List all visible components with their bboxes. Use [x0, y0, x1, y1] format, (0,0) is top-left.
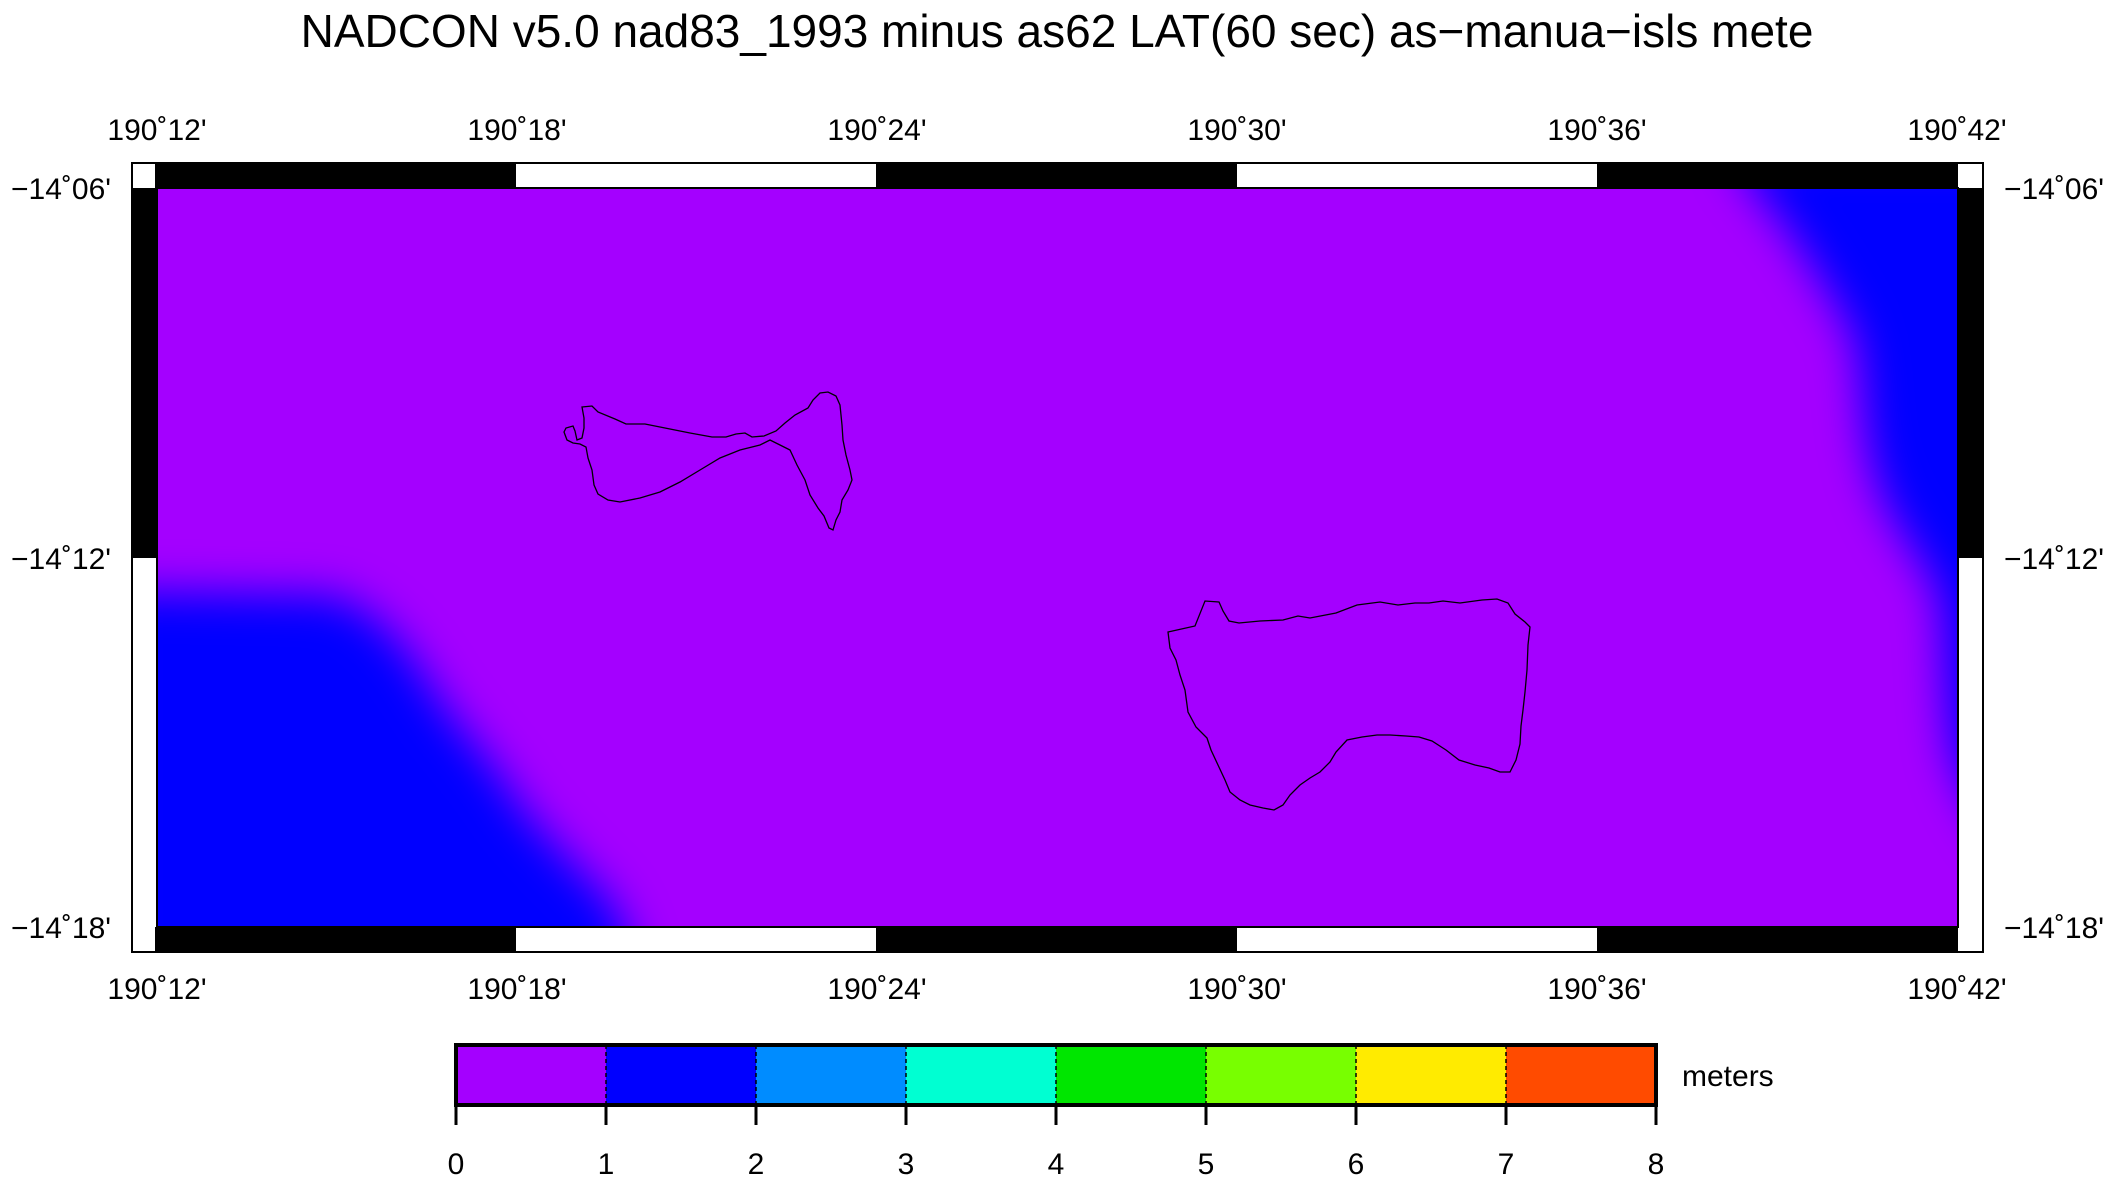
lat-label-right: −14˚06' — [2004, 173, 2104, 206]
lon-label-bottom: 190˚30' — [1187, 973, 1286, 1006]
latitude-labels-left: −14˚06' −14˚12' −14˚18' — [11, 173, 111, 945]
map-frame — [131, 162, 1984, 953]
longitude-labels-top: 190˚12' 190˚18' 190˚24' 190˚30' 190˚36' … — [107, 114, 2006, 147]
lon-label-bottom: 190˚24' — [827, 973, 926, 1006]
lon-label-bottom: 190˚42' — [1907, 973, 2006, 1006]
colorbar: 0 1 2 3 4 5 6 7 8 meters — [448, 1043, 1774, 1177]
colorbar-bin — [1506, 1045, 1656, 1105]
lon-label-top: 190˚24' — [827, 114, 926, 147]
colorbar-bin — [1356, 1045, 1506, 1105]
map-title: NADCON v5.0 nad83_1993 minus as62 LAT(60… — [301, 5, 1814, 57]
lon-label-top: 190˚36' — [1547, 114, 1646, 147]
colorbar-tick-label: 5 — [1198, 1148, 1215, 1177]
anomaly-region-southwest — [157, 591, 624, 927]
lat-label-left: −14˚06' — [11, 173, 111, 206]
frame-bottom-checkered — [155, 927, 1958, 952]
lon-label-bottom: 190˚36' — [1547, 973, 1646, 1006]
latitude-labels-right: −14˚06' −14˚12' −14˚18' — [2004, 173, 2104, 945]
lat-label-left: −14˚18' — [11, 912, 111, 945]
lat-label-right: −14˚18' — [2004, 912, 2104, 945]
map-data-area — [157, 188, 1958, 927]
colorbar-bin — [1056, 1045, 1206, 1105]
lat-label-right: −14˚12' — [2004, 543, 2104, 576]
lon-label-top: 190˚30' — [1187, 114, 1286, 147]
colorbar-unit-label: meters — [1682, 1060, 1774, 1093]
colorbar-bins — [456, 1045, 1656, 1105]
colorbar-ticks: 0 1 2 3 4 5 6 7 8 — [448, 1105, 1665, 1177]
colorbar-bin — [456, 1045, 606, 1105]
colorbar-tick-label: 1 — [598, 1148, 615, 1177]
coastline-ofu-olosega-island — [563, 391, 853, 531]
lat-label-left: −14˚12' — [11, 543, 111, 576]
colorbar-tick-label: 2 — [748, 1148, 765, 1177]
colorbar-bin — [606, 1045, 756, 1105]
lon-label-bottom: 190˚18' — [467, 973, 566, 1006]
frame-top-checkered — [155, 163, 1958, 188]
colorbar-bin — [1206, 1045, 1356, 1105]
colorbar-tick-label: 7 — [1498, 1148, 1515, 1177]
lon-label-bottom: 190˚12' — [107, 973, 206, 1006]
colorbar-tick-label: 0 — [448, 1148, 465, 1177]
colorbar-bin — [756, 1045, 906, 1105]
lon-label-top: 190˚42' — [1907, 114, 2006, 147]
frame-left-checkered — [132, 188, 157, 558]
coastline-tau-island — [1167, 598, 1531, 811]
colorbar-tick-label: 6 — [1348, 1148, 1365, 1177]
colorbar-tick-label: 8 — [1648, 1148, 1665, 1177]
lon-label-top: 190˚12' — [107, 114, 206, 147]
longitude-labels-bottom: 190˚12' 190˚18' 190˚24' 190˚30' 190˚36' … — [107, 973, 2006, 1006]
colorbar-tick-label: 3 — [898, 1148, 915, 1177]
colorbar-tick-label: 4 — [1048, 1148, 1065, 1177]
colorbar-bin — [906, 1045, 1056, 1105]
lon-label-top: 190˚18' — [467, 114, 566, 147]
anomaly-region-northeast — [1755, 188, 1958, 768]
frame-right-checkered — [1958, 188, 1983, 558]
